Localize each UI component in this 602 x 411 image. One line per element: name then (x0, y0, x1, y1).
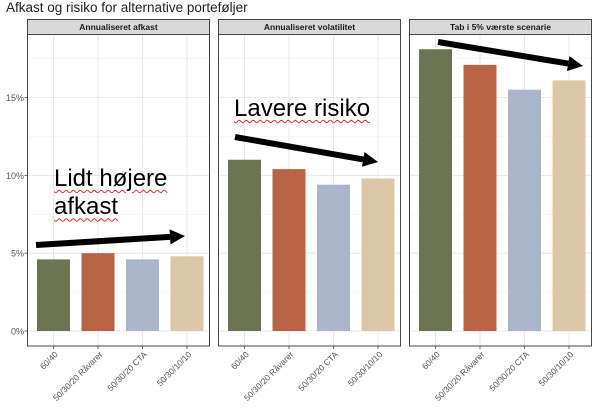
annotation-lower-risk: Lavere risiko (234, 95, 370, 123)
arrow-tail-loss-head (566, 56, 583, 71)
x-tick-label: 50/30/20 CTA (296, 349, 340, 393)
bar-3-2 (463, 64, 497, 331)
panel-strip (409, 19, 592, 35)
panel-title: Annualiseret afkast (79, 22, 158, 32)
chart-title: Afkast og risiko for alternative portefø… (6, 0, 248, 15)
bar-2-4 (361, 178, 395, 331)
x-tick-label: 50/30/20 CTA (487, 349, 531, 393)
panel-title: Annualiseret volatilitet (264, 22, 355, 32)
bar-1-4 (170, 256, 204, 331)
bar-2-2 (272, 169, 306, 331)
y-tick-label: 5% (11, 249, 24, 259)
arrow-higher-return-shaft (35, 233, 171, 248)
bar-1-3 (126, 259, 159, 331)
bar-3-4 (552, 80, 586, 331)
y-tick-label: 0% (11, 327, 24, 337)
bar-1-2 (81, 253, 115, 331)
x-tick-label: 60/40 (229, 349, 251, 371)
y-tick-label: 10% (6, 171, 24, 181)
x-tick-label: 50/30/10/10 (155, 349, 194, 388)
y-tick-label: 15% (6, 93, 24, 103)
x-tick-label: 50/30/10/10 (537, 349, 576, 388)
panel-strip (27, 19, 210, 35)
annotation-lower-risk-text: Lavere risiko (234, 95, 371, 122)
bar-1-1 (37, 259, 70, 331)
annotation-higher-return-line2: afkast (54, 193, 119, 221)
bar-2-3 (317, 184, 350, 331)
x-tick-label: 50/30/20 CTA (105, 349, 149, 393)
annotation-higher-return-line1: Lidt højere (54, 165, 168, 192)
arrow-higher-return-head (169, 229, 185, 245)
arrow-lower-risk-head (361, 152, 378, 167)
arrow-lower-risk-shaft (234, 134, 364, 163)
panel-strip (218, 19, 401, 35)
arrow-tail-loss-shaft (437, 39, 569, 67)
x-tick-label: 50/30/10/10 (346, 349, 385, 388)
panel-title: Tab i 5% værste scenarie (450, 22, 551, 32)
bar-3-1 (419, 49, 452, 331)
x-tick-label: 60/40 (38, 349, 60, 371)
annotation-higher-return: Lidt højere afkast (54, 165, 167, 222)
x-tick-label: 60/40 (420, 349, 442, 371)
bar-3-3 (508, 89, 541, 331)
bar-2-1 (228, 159, 261, 331)
